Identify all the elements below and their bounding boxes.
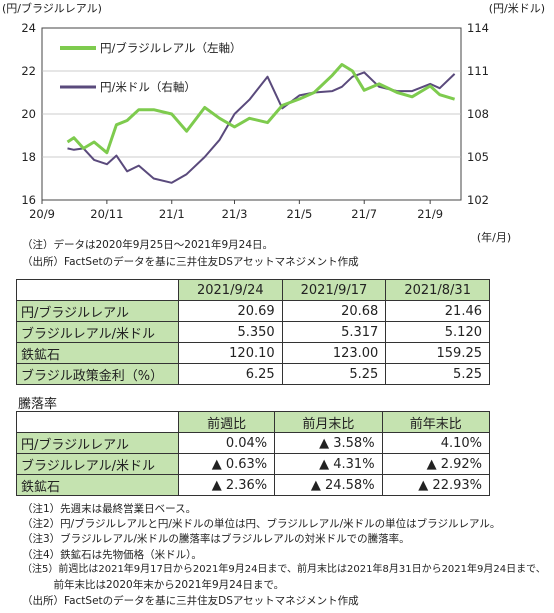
table1-header-date1: 2021/9/24 [178,279,283,301]
table1-header-date2: 2021/9/17 [281,279,387,301]
row-label: 鉄鉱石 [16,474,179,496]
cell-value: 0.04% [177,432,276,454]
table2-header-month: 前月末比 [274,411,383,433]
note-bottom-7: （出所）FactSetのデータを基に三井住友DSアセットマネジメント作成 [22,595,359,607]
fx-level-table: 2021/9/24 2021/9/17 2021/8/31 円/ブラジルレアル … [16,279,490,385]
table2-header-row: 前週比 前月末比 前年末比 [16,411,491,433]
left-axis-label: (円/ブラジルレアル) [2,1,102,15]
x-tick-label: 21/3 [222,207,248,221]
table2-corner [16,411,179,433]
note-top-1: （注）データは2020年9月25日～2021年9月24日。 [22,239,274,251]
table-row: 鉄鉱石 120.10 123.00 159.25 [16,342,490,364]
table1-header-row: 2021/9/24 2021/9/17 2021/8/31 [16,279,490,301]
y-right-tick-label: 114 [467,21,489,35]
x-tick-label: 20/11 [90,207,123,221]
table-row: ブラジル政策金利（%） 6.25 5.25 5.25 [16,363,490,385]
fx-line-chart: (円/ブラジルレアル) (円/米ドル) 24 22 20 18 16 114 111 108… [2,1,545,244]
y-left-tick-label: 22 [21,64,36,78]
table1-header-date3: 2021/8/31 [385,279,490,301]
cell-value: ▲ 2.36% [177,474,276,496]
row-label: 鉄鉱石 [16,342,179,364]
x-tick-label: 21/7 [351,207,377,221]
cell-value: ▲ 22.93% [381,474,491,496]
table-row: ブラジルレアル/米ドル 5.350 5.317 5.120 [16,321,490,343]
table2-header-year: 前年末比 [381,411,491,433]
change-table-title: 騰落率 [18,397,58,412]
note-bottom-3: （注3）ブラジルレアル/米ドルの騰落率はブラジルレアルの対米ドルでの騰落率。 [22,533,410,545]
table2-header-week: 前週比 [177,411,276,433]
cell-value: 123.00 [281,342,387,364]
x-tick-label: 20/9 [29,207,55,221]
table-row: 円/ブラジルレアル 0.04% ▲ 3.58% 4.10% [16,432,491,454]
cell-value: ▲ 24.58% [274,474,383,496]
row-label: 円/ブラジルレアル [16,300,179,322]
y-right-tick-label: 108 [467,107,489,121]
y-right-tick-label: 102 [467,193,489,207]
legend: 円/ブラジルレアル（左軸） 円/米ドル（右軸） [60,41,242,94]
cell-value: 5.317 [281,321,387,343]
note-bottom-1: （注1）先週末は最終営業日ベース。 [22,503,197,515]
cell-value: 159.25 [385,342,490,364]
cell-value: ▲ 0.63% [177,453,276,475]
cell-value: 5.25 [281,363,387,385]
note-top-2: （出所）FactSetのデータを基に三井住友DSアセットマネジメント作成 [22,256,359,268]
cell-value: 5.25 [385,363,490,385]
cell-value: 20.68 [281,300,387,322]
note-bottom-5: （注5）前週比は2021年9月17日から2021年9月24日まで、前月末比は20… [22,564,546,575]
right-axis-label: (円/米ドル) [489,2,545,15]
table-row: 鉄鉱石 ▲ 2.36% ▲ 24.58% ▲ 22.93% [16,474,491,496]
legend-label-usd: 円/米ドル（右軸） [100,80,196,94]
y-left-tick-label: 18 [21,150,36,164]
x-tick-label: 21/5 [286,207,312,221]
cell-value: 4.10% [381,432,491,454]
cell-value: 21.46 [385,300,490,322]
y-right-tick-label: 111 [467,64,489,78]
note-bottom-2: （注2）円/ブラジルレアルと円/米ドルの単位は円、ブラジルレアル/米ドルの単位は… [22,518,501,530]
row-label: ブラジルレアル/米ドル [16,321,179,343]
series-line-brl [66,63,456,155]
table-row: ブラジルレアル/米ドル ▲ 0.63% ▲ 4.31% ▲ 2.92% [16,453,491,475]
cell-value: 5.350 [178,321,283,343]
y-left-tick-label: 20 [21,107,36,121]
cell-value: ▲ 3.58% [274,432,383,454]
y-left-tick-label: 24 [21,21,36,35]
cell-value: ▲ 2.92% [381,453,491,475]
y-right-tick-label: 105 [467,150,489,164]
cell-value: 6.25 [178,363,283,385]
cell-value: 5.120 [385,321,490,343]
row-label: ブラジルレアル/米ドル [16,453,179,475]
x-tick-label: 21/1 [159,207,185,221]
note-bottom-4: （注4）鉄鉱石は先物価格（米ドル）。 [22,549,202,561]
y-left-tick-label: 16 [21,193,36,207]
note-bottom-6: 前年末比は2020年末から2021年9月24日まで。 [22,579,285,591]
row-label: 円/ブラジルレアル [16,432,179,454]
cell-value: ▲ 4.31% [274,453,383,475]
x-axis-unit: (年/月) [477,230,511,244]
table1-corner [16,279,179,301]
cell-value: 120.10 [178,342,283,364]
row-label: ブラジル政策金利（%） [16,363,179,385]
fx-change-table: 前週比 前月末比 前年末比 円/ブラジルレアル 0.04% ▲ 3.58% 4.… [16,411,491,496]
table-row: 円/ブラジルレアル 20.69 20.68 21.46 [16,300,490,322]
x-tick-label: 21/9 [417,207,443,221]
cell-value: 20.69 [178,300,283,322]
legend-label-brl: 円/ブラジルレアル（左軸） [100,41,242,55]
